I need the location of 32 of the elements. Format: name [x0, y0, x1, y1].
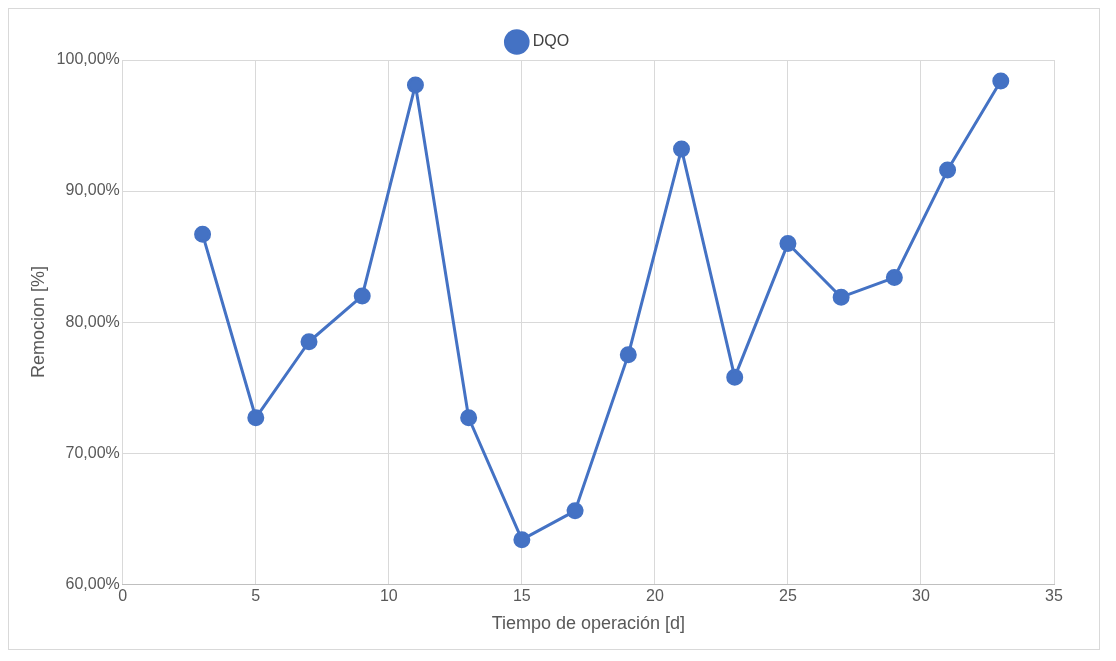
legend-label: DQO	[532, 32, 570, 50]
x-tick-label: 30	[912, 587, 930, 605]
x-tick-label: 20	[646, 587, 664, 605]
x-tick-label: 0	[118, 587, 128, 605]
point	[353, 287, 371, 305]
point	[939, 161, 957, 179]
x-tick-label: 35	[1045, 587, 1063, 605]
x-tick-label: 5	[251, 587, 261, 605]
point	[779, 234, 797, 252]
y-tick-label: 80,00%	[65, 312, 120, 330]
x-tick-label: 25	[779, 587, 797, 605]
point	[513, 531, 531, 549]
x-tick-label: 10	[379, 587, 398, 605]
point	[566, 502, 584, 520]
point	[300, 333, 318, 351]
point	[247, 409, 265, 427]
point	[726, 368, 744, 386]
point	[885, 269, 903, 287]
point	[619, 346, 637, 364]
y-tick-label: 100,00%	[56, 50, 120, 68]
x-tick-label: 15	[512, 587, 531, 605]
point	[992, 72, 1010, 90]
y-tick-label: 60,00%	[65, 574, 120, 592]
y-axis-title: Remocion [%]	[27, 266, 48, 379]
point	[406, 76, 424, 94]
point	[194, 225, 212, 243]
point	[673, 140, 691, 158]
x-axis-title: Tiempo de operación [d]	[491, 613, 686, 634]
point	[460, 409, 478, 427]
y-tick-label: 70,00%	[65, 443, 120, 461]
y-tick-label: 90,00%	[65, 181, 120, 199]
point	[832, 288, 850, 306]
